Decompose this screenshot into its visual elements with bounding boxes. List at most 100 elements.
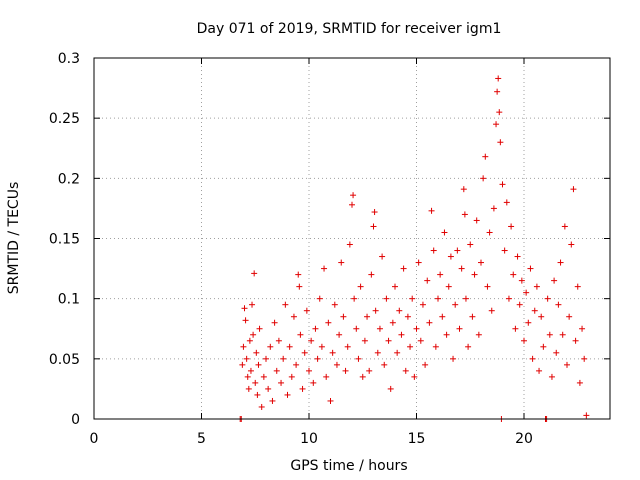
data-point bbox=[503, 199, 510, 206]
data-point bbox=[512, 325, 519, 332]
data-point bbox=[461, 211, 468, 218]
data-point bbox=[548, 373, 555, 380]
data-point bbox=[566, 313, 573, 320]
data-point bbox=[574, 283, 581, 290]
data-point bbox=[437, 271, 444, 278]
data-point bbox=[284, 391, 291, 398]
data-point bbox=[443, 331, 450, 338]
data-point bbox=[422, 361, 429, 368]
y-axis-label: SRMTID / TECUs bbox=[6, 182, 22, 295]
data-point bbox=[271, 319, 278, 326]
data-point bbox=[490, 205, 497, 212]
data-point bbox=[303, 307, 310, 314]
data-point bbox=[258, 403, 265, 410]
data-point bbox=[297, 331, 304, 338]
data-point bbox=[505, 295, 512, 302]
data-point bbox=[275, 337, 282, 344]
data-point bbox=[295, 271, 302, 278]
data-point bbox=[473, 217, 480, 224]
data-point bbox=[521, 337, 527, 344]
data-point bbox=[559, 331, 566, 338]
data-point bbox=[486, 229, 493, 236]
data-point bbox=[242, 317, 249, 324]
data-point bbox=[546, 331, 553, 338]
data-point bbox=[340, 313, 347, 320]
data-point bbox=[469, 313, 476, 320]
data-point bbox=[239, 361, 246, 368]
data-point bbox=[564, 361, 570, 368]
data-point bbox=[254, 391, 261, 398]
data-point bbox=[462, 295, 469, 302]
data-point bbox=[557, 259, 564, 266]
x-tick-label: 15 bbox=[408, 431, 426, 447]
data-point bbox=[310, 379, 317, 386]
data-point bbox=[456, 325, 463, 332]
data-point bbox=[333, 361, 340, 368]
data-point bbox=[312, 325, 319, 332]
data-point bbox=[538, 313, 545, 320]
data-point bbox=[344, 343, 351, 350]
data-point bbox=[318, 343, 325, 350]
data-point bbox=[400, 265, 407, 272]
data-point bbox=[424, 277, 431, 284]
grid bbox=[94, 58, 610, 419]
data-point bbox=[439, 313, 446, 320]
data-point bbox=[533, 283, 540, 290]
data-point bbox=[452, 301, 459, 308]
data-point bbox=[247, 367, 254, 374]
y-tick-label: 0.25 bbox=[49, 111, 80, 127]
data-point bbox=[250, 331, 257, 338]
data-point bbox=[551, 277, 558, 284]
data-point bbox=[467, 241, 474, 248]
data-point bbox=[411, 373, 418, 380]
data-point bbox=[286, 343, 293, 350]
data-point bbox=[325, 319, 332, 326]
data-point bbox=[450, 355, 457, 362]
data-point bbox=[497, 139, 504, 146]
data-point bbox=[290, 313, 297, 320]
data-point bbox=[518, 277, 525, 284]
data-point bbox=[357, 283, 364, 290]
data-point bbox=[265, 385, 272, 392]
data-point bbox=[263, 355, 269, 362]
data-point bbox=[508, 223, 515, 230]
data-point bbox=[288, 373, 295, 380]
y-tick-label: 0.1 bbox=[58, 292, 80, 308]
axis-ticks: 0 5 10 15 20 0 0.05 0.1 0.15 0.2 0.25 0.3 bbox=[49, 51, 610, 447]
y-tick-label: 0.05 bbox=[49, 352, 80, 368]
data-point bbox=[381, 361, 388, 368]
data-point bbox=[478, 259, 484, 266]
data-point bbox=[249, 301, 256, 308]
data-point bbox=[432, 343, 439, 350]
data-point bbox=[243, 355, 250, 362]
data-point bbox=[366, 367, 373, 374]
data-point bbox=[323, 373, 330, 380]
data-point bbox=[338, 259, 345, 266]
data-point bbox=[499, 181, 506, 188]
data-point bbox=[445, 283, 452, 290]
data-point bbox=[379, 253, 386, 260]
data-point bbox=[240, 343, 247, 350]
data-point bbox=[579, 325, 586, 332]
data-point bbox=[493, 121, 500, 128]
chart-title: Day 071 of 2019, SRMTID for receiver igm… bbox=[197, 21, 502, 37]
data-point bbox=[576, 379, 583, 386]
y-tick-label: 0.3 bbox=[58, 51, 80, 67]
data-point bbox=[514, 253, 521, 260]
data-point bbox=[273, 367, 280, 374]
data-point bbox=[383, 295, 390, 302]
data-point bbox=[555, 301, 562, 308]
data-point bbox=[252, 379, 259, 386]
data-point bbox=[529, 355, 536, 362]
data-point bbox=[245, 385, 252, 392]
data-point bbox=[447, 253, 454, 260]
data-point bbox=[364, 313, 371, 320]
data-point bbox=[458, 265, 465, 272]
data-point bbox=[299, 385, 306, 392]
data-point bbox=[426, 319, 433, 326]
y-tick-label: 0 bbox=[71, 412, 80, 428]
data-point bbox=[516, 301, 523, 308]
data-point bbox=[501, 247, 508, 254]
data-point bbox=[540, 343, 547, 350]
data-point bbox=[475, 331, 482, 338]
